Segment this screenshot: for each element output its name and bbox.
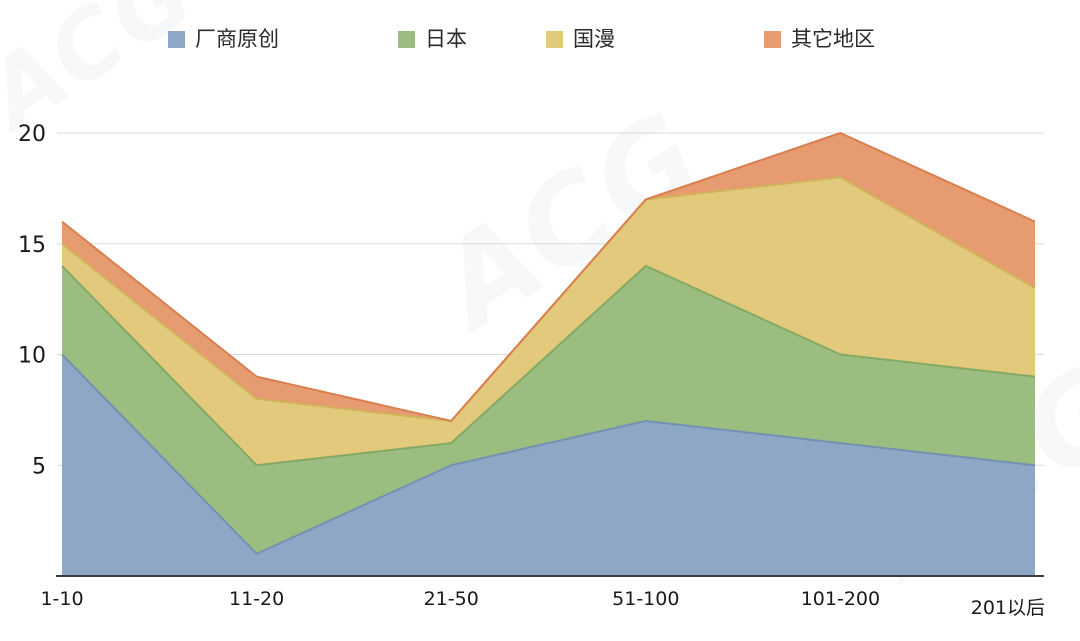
- legend-item-series-3: 其它地区: [764, 24, 875, 54]
- svg-text:15: 15: [18, 233, 46, 258]
- band-edge-1: [61, 264, 1036, 467]
- chart-legend: 厂商原创 日本 国漫 其它地区: [0, 24, 1080, 58]
- x-axis-labels: 1-10 11-20 21-50 51-100 101-200 201以后: [40, 588, 1045, 619]
- area-bands: [61, 132, 1036, 576]
- band-edge-0: [61, 353, 1036, 555]
- y-axis-labels: 5 10 15 20: [18, 122, 46, 479]
- legend-item-series-1: 日本: [398, 24, 467, 54]
- svg-text:201以后: 201以后: [971, 597, 1045, 619]
- svg-text:10: 10: [18, 344, 46, 369]
- svg-text:5: 5: [32, 454, 46, 479]
- svg-text:1-10: 1-10: [40, 588, 83, 610]
- legend-label: 其它地区: [791, 27, 875, 51]
- svg-text:101-200: 101-200: [801, 588, 880, 610]
- legend-swatch: [546, 30, 563, 48]
- svg-text:11-20: 11-20: [229, 588, 284, 610]
- legend-label: 日本: [425, 27, 467, 51]
- legend-swatch: [168, 30, 185, 48]
- svg-text:20: 20: [18, 122, 46, 147]
- legend-swatch: [764, 30, 781, 48]
- band-1: [62, 265, 1035, 554]
- svg-text:51-100: 51-100: [612, 588, 679, 610]
- band-2: [62, 177, 1035, 466]
- svg-text:21-50: 21-50: [424, 588, 479, 610]
- legend-label: 厂商原创: [195, 27, 279, 51]
- legend-item-series-2: 国漫: [546, 24, 615, 54]
- legend-label: 国漫: [573, 27, 615, 51]
- legend-item-series-0: 厂商原创: [168, 24, 279, 54]
- band-edge-3: [61, 132, 1036, 422]
- band-0: [62, 354, 1035, 576]
- legend-swatch: [398, 30, 415, 48]
